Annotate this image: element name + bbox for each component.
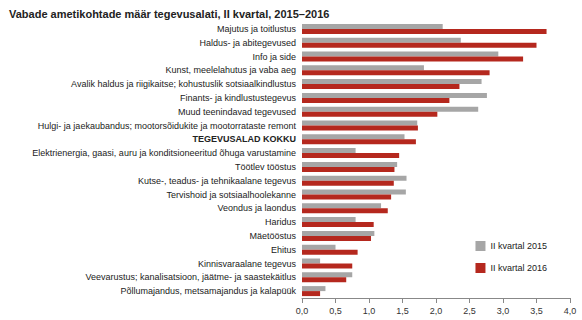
svg-text:Veevarustus; kanalisatsioon, j: Veevarustus; kanalisatsioon, jäätme- ja … xyxy=(85,272,296,282)
svg-text:TEGEVUSALAD KOKKU: TEGEVUSALAD KOKKU xyxy=(192,134,296,144)
svg-text:Majutus ja toitlustus: Majutus ja toitlustus xyxy=(217,24,297,34)
svg-text:1,0: 1,0 xyxy=(363,306,376,316)
svg-text:1,5: 1,5 xyxy=(396,306,409,316)
svg-text:Kinnisvaraalane tegevus: Kinnisvaraalane tegevus xyxy=(198,259,297,269)
svg-text:0,5: 0,5 xyxy=(329,306,342,316)
svg-text:II kvartal 2015: II kvartal 2015 xyxy=(490,241,547,251)
svg-text:Hulgi- ja jaekaubandus; mootor: Hulgi- ja jaekaubandus; mootorsõidukite … xyxy=(38,121,297,131)
svg-text:3,5: 3,5 xyxy=(530,306,543,316)
svg-text:Mäetööstus: Mäetööstus xyxy=(249,231,296,241)
svg-text:0,0: 0,0 xyxy=(296,306,309,316)
svg-text:Põllumajandus, metsamajandus j: Põllumajandus, metsamajandus ja kalapüük xyxy=(120,286,296,296)
svg-text:II kvartal 2016: II kvartal 2016 xyxy=(490,263,547,273)
svg-text:Elektrienergia, gaasi, auru ja: Elektrienergia, gaasi, auru ja konditsio… xyxy=(32,148,296,158)
svg-text:Kutse-, teadus- ja tehnikaalan: Kutse-, teadus- ja tehnikaalane tegevus xyxy=(138,176,297,186)
svg-text:Ehitus: Ehitus xyxy=(271,245,297,255)
svg-text:Töötlev tööstus: Töötlev tööstus xyxy=(235,162,297,172)
svg-text:Finants- ja kindlustustegevus: Finants- ja kindlustustegevus xyxy=(180,93,297,103)
svg-text:Kunst, meelelahutus ja vaba ae: Kunst, meelelahutus ja vaba aeg xyxy=(165,65,296,75)
svg-text:Muud teenindavad tegevused: Muud teenindavad tegevused xyxy=(178,107,296,117)
svg-text:4,0: 4,0 xyxy=(564,306,577,316)
svg-text:2,0: 2,0 xyxy=(430,306,443,316)
svg-text:Haridus: Haridus xyxy=(265,217,297,227)
svg-text:Info ja side: Info ja side xyxy=(252,52,296,62)
svg-text:Tervishoid ja sotsiaalhoolekan: Tervishoid ja sotsiaalhoolekanne xyxy=(166,190,296,200)
svg-text:Haldus- ja abitegevused: Haldus- ja abitegevused xyxy=(199,38,296,48)
svg-text:3,0: 3,0 xyxy=(497,306,510,316)
svg-text:Avalik haldus ja riigikaitse;: Avalik haldus ja riigikaitse; kohustusli… xyxy=(71,79,296,89)
svg-text:2,5: 2,5 xyxy=(463,306,476,316)
svg-text:Vabade ametikohtade määr tegev: Vabade ametikohtade määr tegevusalati, I… xyxy=(9,8,329,20)
svg-text:Veondus ja laondus: Veondus ja laondus xyxy=(217,203,296,213)
